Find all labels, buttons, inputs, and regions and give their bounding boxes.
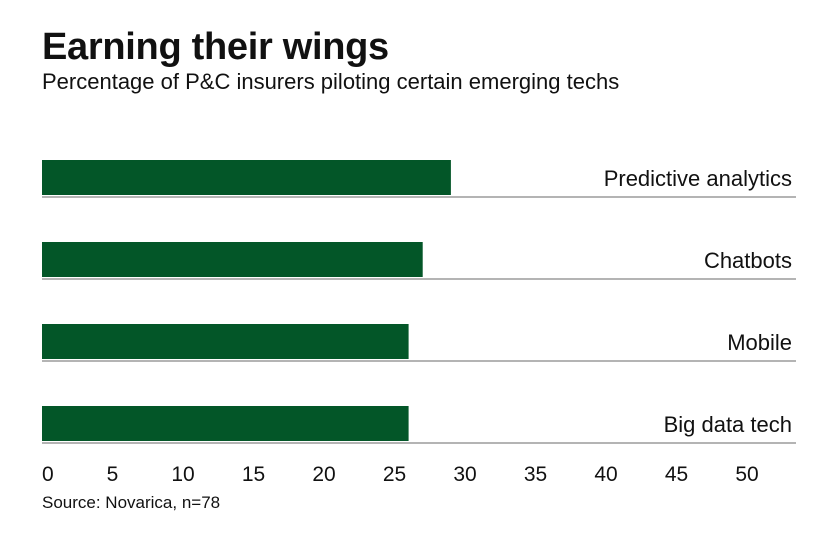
bar-chatbots <box>42 242 423 277</box>
category-label: Predictive analytics <box>604 166 792 191</box>
x-tick-label: 30 <box>453 463 476 486</box>
x-tick-label: 25 <box>383 463 406 486</box>
x-tick-label: 0 <box>42 463 54 486</box>
bar-predictive-analytics <box>42 160 451 195</box>
x-tick-label: 20 <box>312 463 335 486</box>
category-label: Mobile <box>727 330 792 355</box>
bar-big-data-tech <box>42 406 409 441</box>
bar-mobile <box>42 324 409 359</box>
chart-title: Earning their wings <box>42 26 389 68</box>
source-note: Source: Novarica, n=78 <box>42 493 221 512</box>
x-tick-label: 15 <box>242 463 265 486</box>
category-label: Big data tech <box>664 412 792 437</box>
x-tick-label: 45 <box>665 463 688 486</box>
x-tick-label: 10 <box>171 463 194 486</box>
x-tick-label: 5 <box>107 463 119 486</box>
chart-subtitle: Percentage of P&C insurers piloting cert… <box>42 69 620 94</box>
category-label: Chatbots <box>704 248 792 273</box>
x-tick-label: 35 <box>524 463 547 486</box>
x-tick-label: 50 <box>735 463 758 486</box>
x-tick-label: 40 <box>594 463 617 486</box>
